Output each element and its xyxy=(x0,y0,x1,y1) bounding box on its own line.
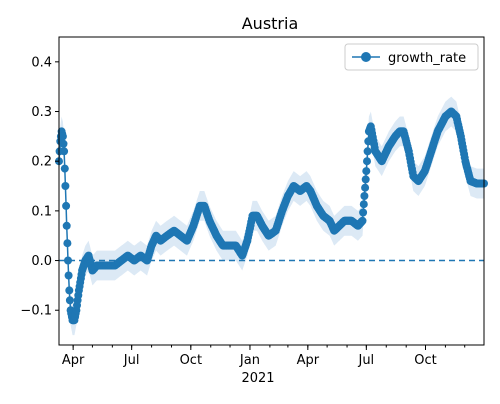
y-tick-label: −0.1 xyxy=(20,304,52,319)
legend-box xyxy=(344,43,479,71)
y-tick-label: 0.0 xyxy=(31,254,52,269)
y-tick-label: 0.1 xyxy=(31,204,52,219)
data-point xyxy=(60,164,69,173)
data-point xyxy=(361,183,370,192)
series-layer xyxy=(55,107,488,325)
x-tick-label: Oct xyxy=(414,353,436,368)
data-point xyxy=(361,175,370,184)
legend-label: growth_rate xyxy=(388,51,466,66)
confidence-band xyxy=(59,96,484,336)
data-point xyxy=(65,296,74,305)
x-tick-label: Apr xyxy=(62,353,85,368)
legend-marker-icon xyxy=(361,52,371,62)
x-axis: Apr Jul Oct Jan Apr Jul Oct xyxy=(62,345,466,368)
data-point xyxy=(359,200,368,209)
data-point xyxy=(363,147,372,156)
x-axis-year-label: 2021 xyxy=(241,371,274,386)
x-tick-label: Jul xyxy=(123,353,140,368)
data-point xyxy=(64,256,72,265)
data-point xyxy=(360,192,369,200)
data-point xyxy=(64,271,73,280)
data-point xyxy=(65,286,74,295)
legend: growth_rate xyxy=(344,43,479,71)
x-tick-label: Jan xyxy=(239,353,260,368)
data-point xyxy=(362,167,371,176)
data-point xyxy=(62,201,71,210)
y-tick-label: 0.4 xyxy=(31,55,52,70)
confidence-band-layer xyxy=(59,96,484,336)
chart-title: Austria xyxy=(242,14,299,33)
data-point xyxy=(359,208,368,217)
data-point xyxy=(63,239,72,248)
data-point xyxy=(58,132,67,141)
data-point xyxy=(60,147,69,156)
x-tick-label: Jul xyxy=(357,353,374,368)
y-tick-label: 0.2 xyxy=(31,155,52,170)
growth-rate-line xyxy=(58,110,484,321)
data-point xyxy=(61,182,70,190)
data-point xyxy=(358,216,367,225)
data-point xyxy=(62,221,71,230)
plot-frame xyxy=(58,36,485,346)
y-tick-label: 0.3 xyxy=(31,105,52,120)
y-axis: −0.1 0.0 0.1 0.2 0.3 0.4 xyxy=(20,55,59,319)
data-point xyxy=(59,139,68,148)
x-tick-label: Oct xyxy=(180,353,202,368)
data-point xyxy=(363,157,371,166)
x-tick-label: Apr xyxy=(297,353,320,368)
